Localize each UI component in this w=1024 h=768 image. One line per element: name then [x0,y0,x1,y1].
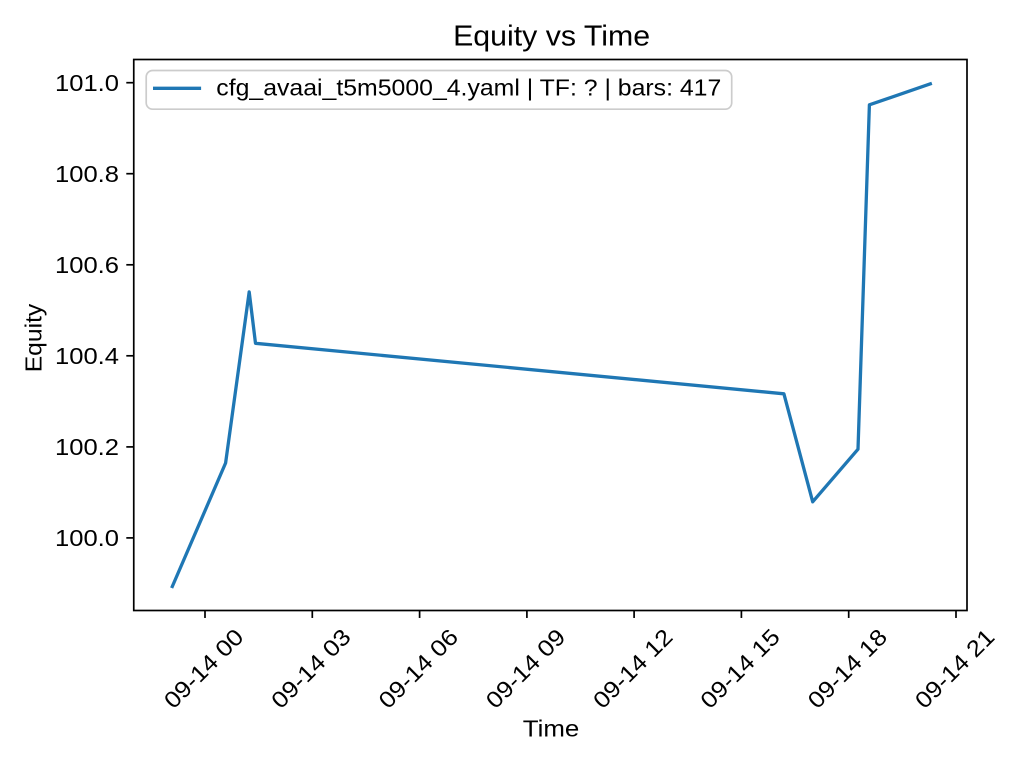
svg-text:100.6: 100.6 [55,252,119,278]
svg-text:Time: Time [523,715,580,741]
svg-text:Equity: Equity [21,303,47,372]
svg-text:Equity vs Time: Equity vs Time [453,21,650,53]
svg-text:100.0: 100.0 [55,525,119,551]
svg-text:100.2: 100.2 [55,434,119,460]
svg-text:101.0: 101.0 [55,70,119,96]
svg-text:cfg_avaai_t5m5000_4.yaml | TF:: cfg_avaai_t5m5000_4.yaml | TF: ? | bars:… [216,75,721,101]
svg-text:100.4: 100.4 [55,343,119,369]
svg-text:100.8: 100.8 [55,161,119,187]
